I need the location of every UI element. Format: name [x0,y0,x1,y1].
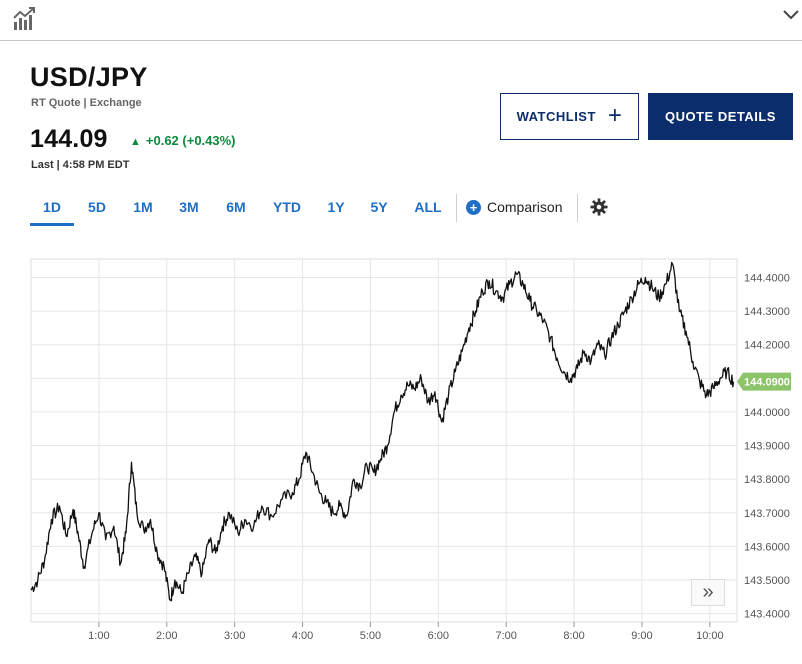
x-tick-label: 8:00 [563,630,584,642]
price-change-text: +0.62 (+0.43%) [145,133,236,148]
x-tick-label: 6:00 [428,630,449,642]
last-price-tag-label: 144.0900 [744,377,790,389]
range-tab-1d[interactable]: 1D [30,194,74,226]
quote-source: RT Quote | Exchange [31,97,142,109]
x-tick-label: 5:00 [360,630,381,642]
y-tick-label: 144.0000 [744,407,790,419]
x-tick-label: 9:00 [631,630,652,642]
range-tab-ytd[interactable]: YTD [273,199,301,215]
chart-toolbar [0,0,802,41]
x-tick-label: 7:00 [495,630,516,642]
scroll-right-button[interactable]: » [691,579,725,606]
range-tab-6m[interactable]: 6M [226,199,246,215]
divider [577,194,578,222]
quote-details-button[interactable]: QUOTE DETAILS [648,93,793,140]
range-tab-5d[interactable]: 5D [88,199,106,215]
range-tab-1m[interactable]: 1M [133,199,153,215]
double-chevron-right-icon: » [702,581,714,603]
price-chart[interactable]: 143.4000 143.5000 143.6000 143.7000 143.8000… [0,240,802,664]
y-tick-label: 143.9000 [744,441,790,453]
y-tick-label: 143.5000 [744,575,790,587]
comparison-button[interactable]: + Comparison [466,199,562,215]
chart-icon[interactable] [12,6,38,32]
chevron-down-icon[interactable] [782,8,800,22]
range-tab-all[interactable]: ALL [414,199,442,215]
x-tick-label: 2:00 [156,630,177,642]
gear-icon[interactable] [590,198,608,216]
range-tab-3m[interactable]: 3M [179,199,199,215]
last-price: 144.09 [30,125,108,153]
price-change: ▲ +0.62 (+0.43%) [130,133,236,148]
symbol-title: USD/JPY [30,62,148,92]
last-update-time: Last | 4:58 PM EDT [31,159,130,171]
plus-icon: + [607,101,623,129]
x-tick-label: 10:00 [696,630,724,642]
y-tick-label: 144.4000 [744,272,790,284]
plot-area [30,258,738,623]
comparison-label: Comparison [487,199,563,215]
range-tab-5y[interactable]: 5Y [370,199,388,215]
divider [456,194,457,222]
price-line [30,261,735,602]
y-tick-label: 143.6000 [744,541,790,553]
watchlist-button[interactable]: WATCHLIST + [500,93,639,140]
y-tick-label: 143.7000 [744,508,790,520]
add-circle-icon: + [466,199,481,215]
up-arrow-icon: ▲ [130,136,141,148]
x-tick-label: 4:00 [292,630,313,642]
range-tab-1y[interactable]: 1Y [327,199,345,215]
watchlist-label: WATCHLIST [516,109,596,124]
y-tick-label: 143.8000 [744,474,790,486]
y-tick-label: 143.4000 [744,609,790,621]
last-price-tag [737,372,791,391]
x-tick-label: 3:00 [224,630,245,642]
x-tick-label: 1:00 [88,630,109,642]
y-tick-label: 144.2000 [744,340,790,352]
y-tick-label: 144.3000 [744,306,790,318]
